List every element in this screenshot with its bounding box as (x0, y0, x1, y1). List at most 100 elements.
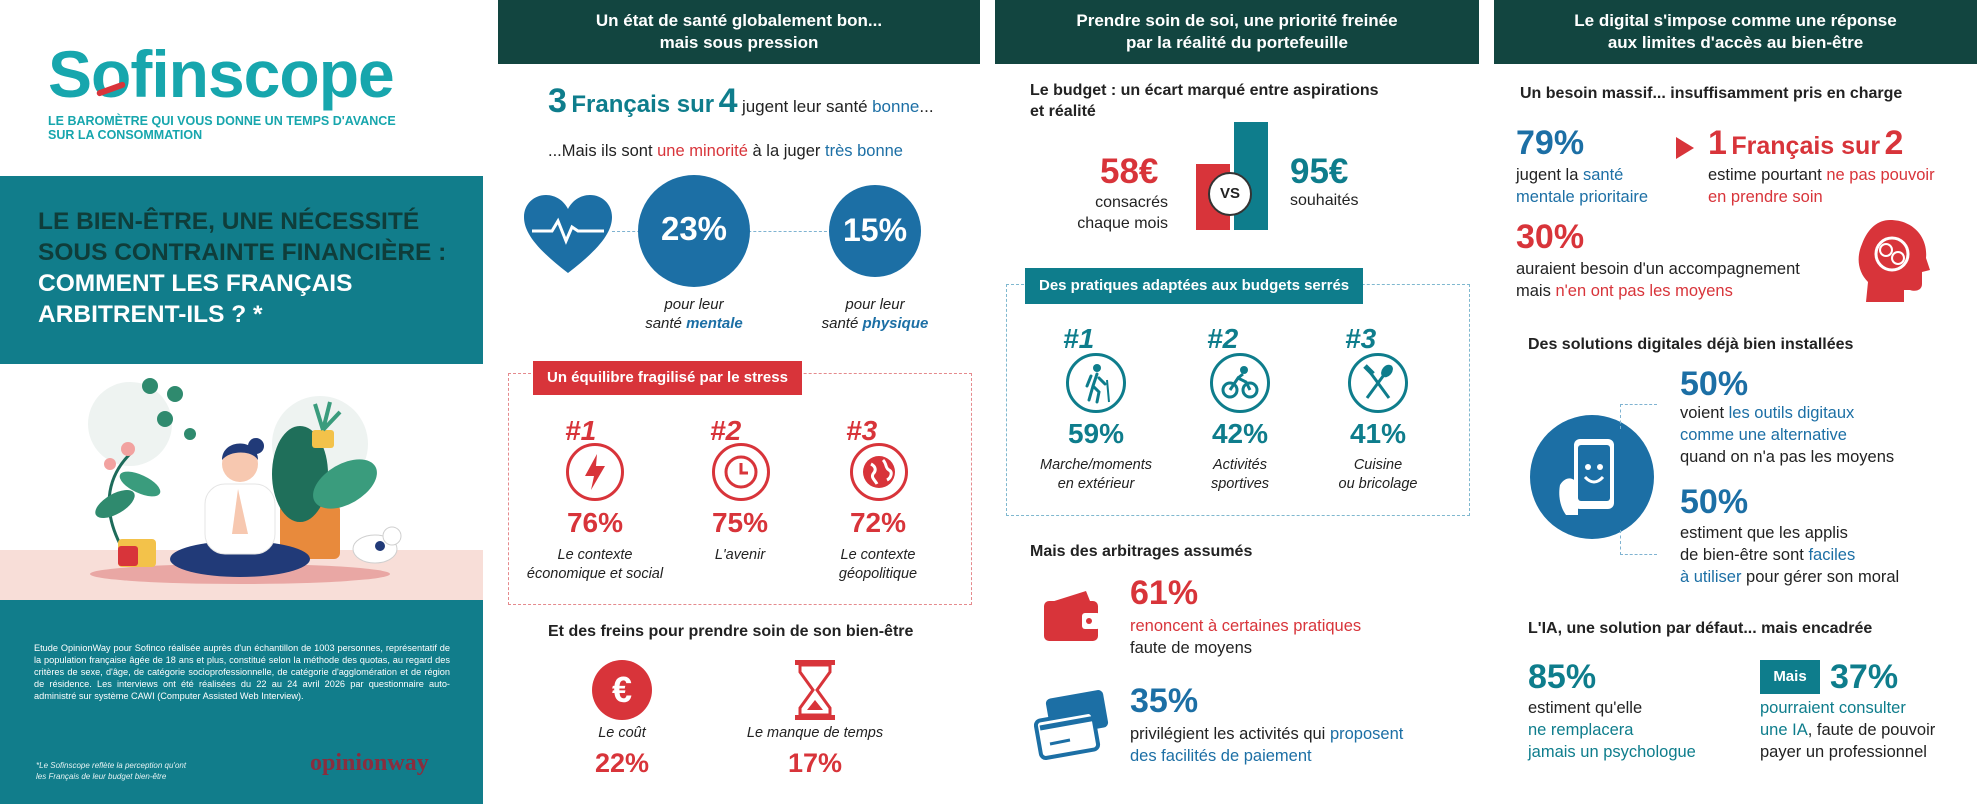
need-text-1-l2: mentale prioritaire (1516, 188, 1649, 206)
ai-pct-2: 37% (1830, 658, 1899, 696)
practice-label-3: Cuisine ou bricolage (1288, 456, 1468, 494)
ai-badge: Mais (1760, 660, 1820, 694)
col3-header-line-2: aux limites d'accès au bien-être (1607, 33, 1864, 52)
digital-connector-1 (1620, 404, 1657, 429)
ai-text-2-l3: payer un professionnel (1760, 743, 1927, 761)
opinionway-logo: opinionway (310, 750, 429, 776)
practices-label: Des pratiques adaptées aux budgets serré… (1025, 268, 1364, 304)
tradeoff-text-2-l1b: proposent (1329, 725, 1404, 743)
stress-rank-1: #1 (565, 415, 597, 446)
need-pct-3: 30% (1516, 218, 1585, 256)
need-text-1: jugent la santé mentale prioritaire (1516, 164, 1648, 208)
tagline-line-2: SUR LA CONSOMMATION (48, 128, 203, 142)
phone-hand-icon (1530, 415, 1654, 539)
brake-label-1: Le coût (598, 725, 646, 741)
vs-badge: VS (1208, 172, 1252, 216)
euro-icon: € (592, 660, 652, 720)
digital-text-2-l1: estiment que les applis (1680, 524, 1848, 542)
stress-rank-3: #3 (846, 415, 878, 446)
digital-text-2-l3b: pour gérer son moral (1746, 568, 1900, 586)
ai-text-2-l1: pourraient consulter (1760, 699, 1906, 717)
need-text-1-l1b: santé (1582, 166, 1624, 184)
digital-title: Des solutions digitales déjà bien instal… (1528, 336, 1854, 353)
left-panel: Sofinscope LE BAROMÈTRE QUI VOUS DONNE U… (0, 0, 483, 804)
health-stat-tail3: ... (919, 97, 934, 116)
physical-pct: 15% (842, 212, 908, 248)
practice-label-3-l2: ou bricolage (1338, 476, 1418, 492)
hiker-icon (1066, 353, 1126, 413)
tagline-line-1: LE BAROMÈTRE QUI VOUS DONNE UN TEMPS D'A… (48, 114, 396, 128)
head-mind-icon (1856, 218, 1930, 304)
stress-label-3-l1: Le contexte (840, 547, 916, 563)
mental-label: pour leur santé mentale (624, 295, 764, 333)
stress-pct-3: 72% (849, 507, 907, 538)
ai-text-1-l1: estiment qu'elle (1528, 699, 1643, 717)
clock-icon (712, 443, 770, 501)
title-panel: LE BIEN-ÊTRE, UNE NÉCESSITÉ SOUS CONTRAI… (0, 176, 483, 364)
physical-label-l2: santé (821, 315, 859, 332)
minority-text: ...Mais ils sont une minorité à la juger… (548, 142, 903, 161)
col3-header-line-1: Le digital s'impose comme une réponse (1574, 11, 1897, 30)
tradeoff-pct-1: 61% (1130, 574, 1199, 612)
ai-text-1-l3: jamais un psychologue (1528, 743, 1696, 761)
meditation-illustration (0, 364, 483, 600)
spent-label-l1: consacrés (1095, 194, 1168, 211)
ai-text-1: estiment qu'elle ne remplacera jamais un… (1528, 697, 1696, 763)
ai-text-2-l2b: , faute de pouvoir (1807, 721, 1936, 739)
main-title-line-3: COMMENT LES FRANÇAIS (38, 270, 353, 297)
tradeoff-text-1-l2: faute de moyens (1130, 639, 1252, 657)
col1-header: Un état de santé globalement bon... mais… (498, 0, 980, 64)
footnote-line-1: *Le Sofinscope reflète la perception qu'… (36, 761, 187, 770)
wallet-icon (1042, 587, 1102, 643)
need-title: Un besoin massif... insuffisamment pris … (1520, 85, 1903, 102)
heart-icon (524, 195, 612, 275)
stress-label: Un équilibre fragilisé par le stress (533, 361, 802, 395)
physical-label: pour leur santé physique (805, 295, 945, 333)
budget-title-l2: et réalité (1030, 103, 1096, 120)
spent-label-l2: chaque mois (1077, 215, 1168, 232)
practice-rank-1: #1 (1063, 323, 1095, 354)
health-stat: 3 Français sur 4 jugent leur santé bonne… (548, 82, 934, 121)
need-text-3-l2a: mais (1516, 282, 1551, 300)
health-stat-tail1: jugent leur santé (741, 97, 868, 116)
spent-label: consacrés chaque mois (1050, 192, 1168, 234)
practice-rank-3: #3 (1345, 323, 1377, 354)
digital-text-2-l3a: à utiliser (1680, 568, 1742, 586)
stress-rank-2: #2 (710, 415, 742, 446)
wished-amount: 95€ (1290, 152, 1349, 191)
tradeoff-text-1-l1: renoncent à certaines pratiques (1130, 617, 1362, 635)
brake-label-2: Le manque de temps (746, 725, 884, 741)
mental-pct: 23% (660, 210, 728, 247)
health-stat-mid: Français sur (571, 91, 715, 118)
digital-text-1: voient les outils digitaux comme une alt… (1680, 402, 1894, 468)
col2-header-line-1: Prendre soin de soi, une priorité freiné… (1076, 11, 1398, 30)
col2-header: Prendre soin de soi, une priorité freiné… (995, 0, 1479, 64)
practice-label-1-l1: Marche/moments (1039, 457, 1152, 473)
practice-rank-2: #2 (1207, 323, 1239, 354)
digital-pct-1: 50% (1680, 365, 1749, 403)
main-title-line-2: SOUS CONTRAINTE FINANCIÈRE : (38, 239, 447, 266)
need-stat-2: 1 Français sur 2 (1708, 124, 1903, 163)
footnote: *Le Sofinscope reflète la perception qu'… (36, 760, 186, 782)
ai-text-2: pourraient consulter une IA, faute de po… (1760, 697, 1935, 763)
methodology-text: Etude OpinionWay pour Sofinco réalisée a… (34, 643, 450, 701)
need-stat-2-num2: 2 (1884, 124, 1904, 162)
mental-circle (638, 175, 750, 287)
practice-pct-3: 41% (1349, 418, 1407, 449)
mental-label-l2: santé (645, 315, 682, 332)
main-title-line-1: LE BIEN-ÊTRE, UNE NÉCESSITÉ (38, 208, 420, 235)
mental-label-l1: pour leur (664, 296, 724, 313)
lightning-icon (566, 443, 624, 501)
need-text-1-l1a: jugent la (1516, 166, 1579, 184)
hourglass-icon (793, 660, 837, 720)
need-text-2: estime pourtant ne pas pouvoir en prendr… (1708, 164, 1935, 208)
practice-label-1: Marche/moments en extérieur (1006, 456, 1186, 494)
globe-icon (850, 443, 908, 501)
need-text-2-l2: en prendre soin (1708, 188, 1823, 206)
ai-text-2-l2a: une IA (1760, 721, 1808, 739)
brake-pct-2: 17% (787, 748, 843, 778)
stress-pct-2: 75% (711, 507, 769, 538)
utensils-icon (1348, 353, 1408, 413)
health-stat-num2: 4 (718, 82, 738, 120)
need-text-2-l1a: estime pourtant (1708, 166, 1822, 184)
